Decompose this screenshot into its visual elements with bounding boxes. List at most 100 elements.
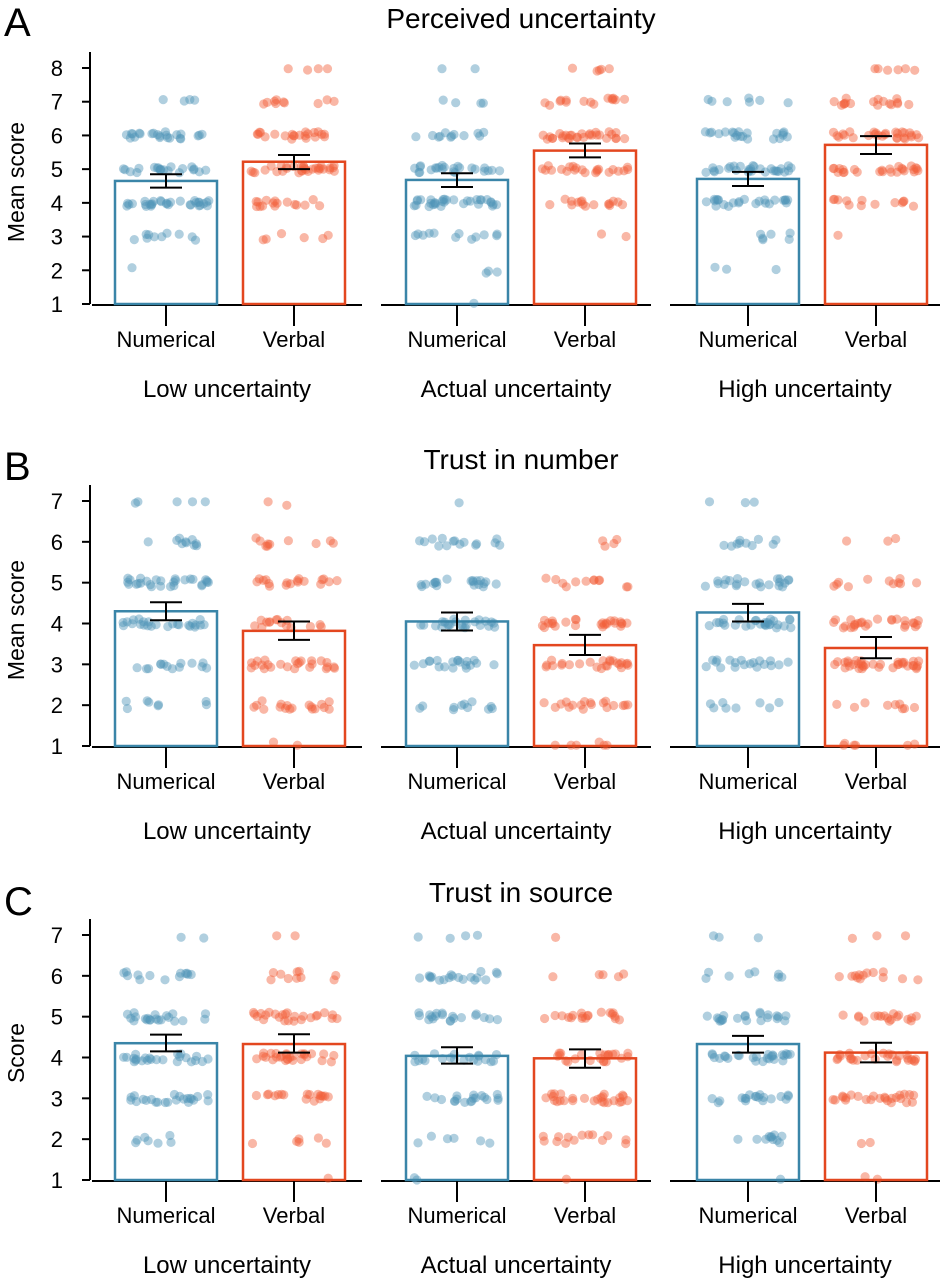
data-point [468,577,478,587]
data-point [878,96,889,106]
data-point [766,661,776,671]
data-point [701,973,711,984]
data-point [300,131,310,141]
data-point [282,701,292,711]
data-point [834,164,845,174]
data-point [879,1011,890,1021]
data-point [905,128,915,138]
data-point [764,1131,774,1142]
data-point [872,931,882,941]
data-point [424,201,434,212]
bar-numerical: Numerical [695,93,801,352]
data-point [858,661,868,671]
data-point [458,974,468,985]
data-point [900,931,911,941]
data-point [487,703,497,714]
data-point [471,540,481,550]
data-point [829,97,839,107]
data-point [431,621,441,631]
data-point [151,1055,162,1065]
data-point [542,660,552,670]
data-point [296,1015,306,1025]
data-point [755,1009,765,1019]
data-point [292,1136,302,1146]
data-point [576,700,586,710]
data-point [285,704,295,714]
data-point [313,165,324,175]
data-point [294,1137,304,1147]
data-point [538,130,548,140]
data-point [911,130,922,140]
data-point [132,663,142,673]
data-point [838,1092,848,1102]
data-point [886,1015,896,1025]
data-point [319,1008,330,1018]
data-point [248,167,258,177]
data-point [140,199,151,210]
data-point [467,163,477,173]
data-point [603,1098,613,1108]
data-point [760,195,770,205]
y-tick-label: 7 [51,90,63,115]
data-point [557,133,568,143]
data-point [765,703,775,713]
data-point [427,534,437,544]
data-point [440,128,450,138]
data-point [838,167,849,178]
data-point [410,230,420,241]
data-point [772,1135,782,1145]
data-point [734,538,745,548]
data-point [603,1131,613,1141]
data-point [597,1097,607,1107]
data-point [567,63,578,73]
data-point [141,664,152,674]
data-point [585,129,595,139]
data-point [549,1095,560,1106]
group-label: Low uncertainty [143,1252,311,1279]
data-point [832,1054,842,1065]
data-point [301,133,311,143]
y-tick-label: 6 [51,530,63,555]
data-point [448,705,459,715]
data-point [437,1010,448,1020]
data-point [135,129,145,139]
data-point [570,614,581,624]
data-point [158,95,168,105]
data-point [287,134,297,144]
x-tick-label: Numerical [116,327,215,352]
data-point [586,97,596,107]
data-point [428,200,438,210]
data-point [874,662,884,672]
y-axis-label: Mean score [3,122,29,242]
data-point [469,1090,479,1100]
data-point [453,161,463,171]
data-point [329,96,339,106]
data-point [454,229,464,239]
data-point [740,577,750,587]
data-point [704,621,714,631]
data-point [413,229,423,239]
data-point [413,932,423,942]
data-point [265,539,275,549]
data-point [121,696,131,706]
data-point [598,656,608,666]
data-point [773,166,784,176]
data-point [249,702,259,712]
data-point [618,1091,628,1101]
data-point [328,538,338,548]
data-point [718,1015,728,1025]
data-point [617,200,628,210]
data-point [202,197,212,207]
data-point [909,661,919,671]
data-point [616,658,627,668]
data-point [140,1053,150,1063]
data-point [247,1138,258,1149]
data-point [455,539,465,549]
data-point [122,703,132,714]
data-point [607,129,617,139]
bar-verbal: Verbal [532,932,638,1228]
data-point [153,1015,164,1025]
data-point [264,578,274,589]
data-point [270,1009,280,1019]
data-point [610,1049,621,1059]
